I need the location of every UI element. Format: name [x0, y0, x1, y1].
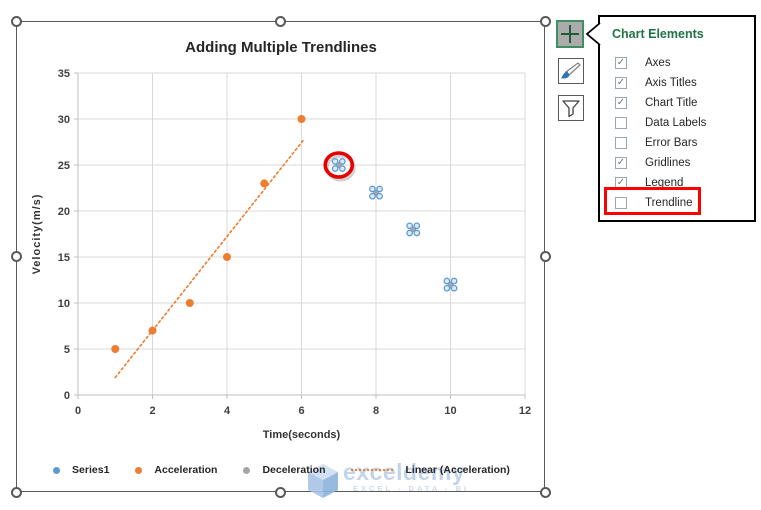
selected-point-marker: [443, 277, 458, 292]
panel-row-trendline: Trendline: [600, 193, 754, 213]
selection-handle[interactable]: [275, 486, 286, 498]
checkbox-label[interactable]: Gridlines: [645, 157, 691, 169]
svg-text:25: 25: [58, 160, 70, 172]
panel-row-data-labels: Data Labels: [600, 113, 754, 133]
plus-icon: [561, 25, 579, 43]
checkbox-label[interactable]: Trendline: [645, 197, 693, 209]
chart-elements-panel: Chart Elements ✓ Axes ✓ Axis Titles ✓ Chart T…: [598, 15, 756, 222]
chart-elements-button[interactable]: [556, 20, 584, 48]
checked-checkbox[interactable]: ✓: [615, 157, 627, 169]
selection-handle[interactable]: [539, 251, 551, 262]
chart-legend[interactable]: Series1 Acceleration Deceleration Linear (A…: [17, 464, 546, 476]
svg-text:10: 10: [444, 405, 456, 417]
panel-row-gridlines: ✓ Gridlines: [600, 153, 754, 173]
svg-text:6: 6: [298, 405, 304, 417]
selection-handle[interactable]: [275, 15, 286, 27]
panel-row-axes: ✓ Axes: [600, 53, 754, 73]
svg-text:12: 12: [519, 405, 531, 417]
legend-item-series1[interactable]: Series1: [53, 464, 109, 476]
svg-text:2: 2: [149, 405, 155, 417]
x-tick-labels: 0 2 4 6 8 10 12: [75, 405, 531, 417]
panel-row-chart-title: ✓ Chart Title: [600, 93, 754, 113]
svg-text:0: 0: [64, 390, 70, 402]
trendline-highlight-box: [604, 187, 701, 215]
chart-title[interactable]: Adding Multiple Trendlines: [185, 39, 377, 56]
trendline-linear-acceleration[interactable]: [114, 139, 305, 379]
y-axis-title[interactable]: Velocity(m/s): [31, 194, 43, 275]
unchecked-checkbox[interactable]: [615, 197, 627, 209]
panel-row-error-bars: Error Bars: [600, 133, 754, 153]
unchecked-checkbox[interactable]: [615, 117, 627, 129]
checkbox-label[interactable]: Axis Titles: [645, 77, 697, 89]
axes: [74, 72, 526, 399]
svg-text:35: 35: [58, 68, 70, 80]
selection-handle[interactable]: [539, 486, 551, 498]
selection-handle[interactable]: [10, 251, 22, 262]
svg-text:8: 8: [373, 405, 379, 417]
legend-dot-marker: [53, 466, 61, 474]
chart-area[interactable]: 0 2 4 6 8 10 12 0 5 10 15 20 25 30 35 Adding Multiple T…: [16, 21, 545, 492]
legend-label: Linear (Acceleration): [405, 464, 510, 476]
selected-point-marker: [369, 185, 383, 200]
y-tick-labels: 0 5 10 15 20 25 30 35: [58, 68, 70, 402]
legend-item-deceleration[interactable]: Deceleration: [243, 464, 325, 476]
legend-item-acceleration[interactable]: Acceleration: [135, 464, 217, 476]
legend-label: Series1: [72, 464, 110, 476]
funnel-icon: [562, 100, 580, 118]
legend-item-linear-acceleration-[interactable]: Linear (Acceleration): [351, 464, 510, 476]
checkbox-label[interactable]: Data Labels: [645, 117, 707, 129]
svg-text:10: 10: [58, 298, 70, 310]
panel-row-axis-titles: ✓ Axis Titles: [600, 73, 754, 93]
selection-handle[interactable]: [10, 15, 22, 27]
legend-label: Deceleration: [262, 464, 326, 476]
svg-text:20: 20: [58, 206, 70, 218]
scatter-chart: 0 2 4 6 8 10 12 0 5 10 15 20 25 30 35 Adding Multiple T…: [31, 39, 531, 441]
series-acceleration-points[interactable]: [111, 115, 306, 353]
chart-filters-button[interactable]: [558, 95, 584, 121]
brush-icon: [561, 62, 581, 79]
checked-checkbox[interactable]: ✓: [615, 57, 627, 69]
selection-handle[interactable]: [539, 15, 551, 27]
unchecked-checkbox[interactable]: [615, 137, 627, 149]
selected-point-marker: [406, 222, 421, 237]
red-circle-annotation: [323, 151, 355, 179]
checkbox-label[interactable]: Chart Title: [645, 97, 698, 109]
selected-point-marker: [331, 158, 346, 172]
panel-row-legend: ✓ Legend: [600, 173, 754, 193]
legend-label: Acceleration: [154, 464, 218, 476]
legend-dot-marker: [243, 466, 251, 474]
x-axis-title[interactable]: Time(seconds): [263, 429, 341, 441]
callout-notch: [585, 22, 601, 46]
checkbox-label[interactable]: Error Bars: [645, 137, 698, 149]
checked-checkbox[interactable]: ✓: [615, 77, 627, 89]
series-series1-selected-points[interactable]: [331, 158, 458, 292]
svg-text:30: 30: [58, 114, 70, 126]
legend-dot-marker: [135, 466, 143, 474]
checkbox-label[interactable]: Axes: [645, 57, 671, 69]
svg-text:0: 0: [75, 405, 81, 417]
checkbox-label[interactable]: Legend: [645, 177, 684, 189]
svg-text:4: 4: [224, 405, 231, 417]
checked-checkbox[interactable]: ✓: [615, 97, 627, 109]
svg-text:5: 5: [64, 344, 70, 356]
chart-styles-button[interactable]: [558, 58, 584, 84]
panel-title: Chart Elements: [612, 27, 704, 41]
svg-text:15: 15: [58, 252, 70, 264]
selection-handle[interactable]: [10, 486, 22, 498]
legend-dotted-line-marker: [351, 469, 394, 471]
